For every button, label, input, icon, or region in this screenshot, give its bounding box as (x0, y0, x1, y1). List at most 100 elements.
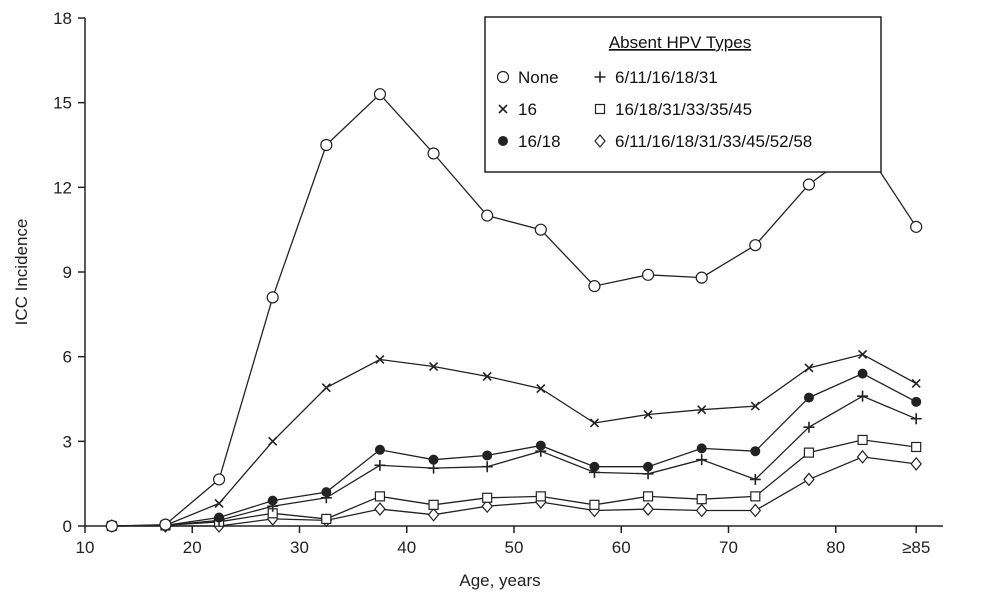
series-line (111, 456, 917, 527)
data-point (159, 518, 172, 531)
data-point (749, 473, 761, 485)
y-tick-label: 12 (53, 178, 72, 197)
x-tick-label: ≥85 (902, 538, 930, 557)
data-point (695, 271, 708, 284)
data-point (911, 378, 921, 389)
data-point (427, 507, 440, 522)
legend-item: 6/11/16/18/31 (594, 68, 718, 87)
data-point (481, 499, 493, 514)
series-line (111, 372, 917, 527)
series-line (111, 353, 917, 527)
data-point (321, 383, 331, 393)
x-axis-ticks: 10 20 30 40 50 60 70 80 ≥85 (76, 526, 930, 557)
data-point (910, 413, 922, 425)
data-point (374, 459, 386, 471)
data-point (911, 441, 922, 453)
y-tick-label: 0 (63, 517, 72, 536)
legend-box (484, 16, 882, 173)
data-point (803, 447, 815, 458)
series-16-18-31-33-35-45 (106, 434, 922, 532)
x-tick-label: 80 (826, 538, 845, 557)
data-point (695, 503, 708, 518)
y-axis-title: ICC Incidence (12, 219, 31, 326)
data-point (750, 446, 761, 457)
data-point (696, 454, 708, 466)
x-tick-label: 50 (505, 538, 524, 557)
data-point (749, 239, 762, 252)
data-point (214, 512, 225, 523)
y-tick-label: 15 (53, 94, 72, 113)
legend-marker-circle-filled (498, 136, 508, 146)
legend-item: None (496, 68, 559, 87)
data-point (749, 503, 762, 518)
x-tick-label: 30 (290, 538, 309, 557)
legend-label: None (518, 68, 559, 87)
data-point (803, 421, 815, 433)
x-tick-label: 70 (719, 538, 738, 557)
data-point (857, 390, 869, 402)
legend: Absent HPV Types None 16 16/18 6/11/16/18/3… (484, 16, 882, 173)
data-point (375, 354, 385, 365)
data-point (911, 396, 922, 407)
data-point (589, 461, 600, 472)
series-layer (105, 88, 923, 533)
data-point (214, 498, 224, 508)
data-point (802, 178, 816, 191)
data-point (643, 409, 653, 420)
data-point (535, 440, 546, 451)
data-point (803, 392, 814, 403)
data-point (105, 519, 118, 533)
x-tick-label: 10 (76, 538, 95, 557)
data-point (642, 491, 654, 502)
data-point (428, 499, 439, 510)
legend-label: 16/18 (518, 132, 561, 151)
data-point (588, 280, 601, 293)
data-point (266, 291, 279, 304)
data-point (320, 138, 333, 152)
data-point (481, 461, 493, 473)
legend-label: 16/18/31/33/35/45 (615, 100, 752, 119)
x-tick-label: 20 (183, 538, 202, 557)
legend-marker-plus (594, 71, 606, 83)
data-point (268, 436, 278, 446)
x-axis-title: Age, years (459, 571, 540, 590)
data-point (534, 223, 547, 236)
data-point (589, 418, 600, 428)
data-point (857, 434, 868, 446)
legend-marker-circle-open (496, 70, 510, 84)
data-point (856, 449, 869, 464)
data-point (321, 513, 332, 525)
data-point (482, 492, 493, 503)
data-point (536, 383, 546, 394)
data-point (482, 371, 492, 381)
data-point (482, 450, 493, 461)
data-point (374, 444, 385, 455)
data-point (427, 147, 440, 160)
data-point (212, 473, 226, 486)
data-point (750, 401, 760, 411)
y-tick-label: 6 (63, 348, 72, 367)
x-tick-label: 40 (397, 538, 416, 557)
data-point (374, 502, 386, 517)
data-point (750, 491, 761, 502)
y-tick-label: 18 (53, 9, 72, 28)
data-point (535, 491, 546, 502)
legend-label: 6/11/16/18/31 (615, 68, 718, 87)
data-point (857, 349, 868, 359)
series-line (111, 439, 917, 527)
data-point (428, 454, 439, 465)
legend-marker-diamond-open (594, 134, 606, 148)
series-line (111, 93, 917, 527)
legend-label: 6/11/16/18/31/33/45/52/58 (615, 132, 812, 151)
series-16-18 (106, 368, 922, 531)
legend-marker-x (498, 104, 508, 114)
legend-item: 16/18 (498, 132, 561, 151)
data-point (910, 456, 922, 471)
data-point (428, 361, 439, 372)
data-point (910, 220, 923, 233)
x-tick-label: 60 (612, 538, 631, 557)
data-point (321, 487, 332, 498)
y-axis-ticks: 0 3 6 9 12 15 18 (53, 9, 85, 536)
data-point (696, 443, 707, 454)
